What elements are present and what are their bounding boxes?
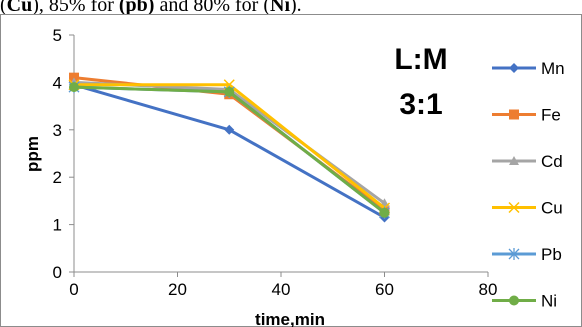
x-tick-label: 40 [272,280,291,299]
series-pb [68,81,390,219]
legend-marker-mn [509,63,519,73]
data-point-mn [224,124,235,135]
x-axis-title: time,min [255,310,325,327]
text-part-3: and 80% for ( [154,0,270,16]
x-tick-label: 80 [479,280,498,299]
legend-marker-ni [509,295,519,306]
y-tick-label: 5 [53,26,62,45]
legend-item-cu: Cu [492,199,563,218]
y-tick-label: 0 [53,263,62,282]
legend-label-mn: Mn [541,59,565,78]
legend-marker-pb [508,248,520,260]
legend-label-cu: Cu [541,199,563,218]
y-tick-label: 1 [53,216,62,235]
series-layer [68,72,391,223]
legend-marker-cu-stroke-b [508,201,520,214]
series-ni [69,82,390,218]
series-line-pb [73,85,386,214]
clipped-body-text: (Cu), 85% for (pb) and 80% for (Ni). [0,0,582,16]
text-bold-cu: Cu [6,0,33,16]
annotation-line-1: L:M [394,43,447,76]
text-part-1: ( [0,0,7,16]
legend-item-fe: Fe [492,106,561,125]
text-part-2: ), 85% for [32,0,119,16]
series-line-cd [73,80,386,205]
legend-item-cd: Cd [492,152,563,171]
x-tick-label: 0 [69,280,78,299]
data-point-ni [379,207,390,218]
y-axis-title: ppm [23,136,42,172]
text-bold-ni: Ni [270,0,290,16]
series-line-ni [73,85,386,214]
legend-item-mn: Mn [492,59,565,78]
y-tick-label: 2 [53,168,62,187]
legend-label-fe: Fe [541,106,561,125]
data-point-ni [224,86,235,97]
legend-marker-cd [509,156,519,165]
chart-annotation: L:M 3:1 [394,43,447,121]
chart-legend: Mn Fe Cd Cu Pb Ni [492,59,565,311]
y-tick-label: 4 [53,73,62,92]
y-tick-label: 3 [53,121,62,140]
legend-marker-fe [509,109,519,120]
x-tick-label: 60 [375,280,394,299]
legend-item-ni: Ni [492,292,557,311]
text-bold-pb: (pb) [118,0,155,16]
x-tick-label: 20 [168,280,187,299]
data-point-ni [69,82,79,93]
series-mn [69,79,390,223]
text-part-4: ). [290,0,302,16]
legend-label-ni: Ni [541,292,557,311]
legend-label-pb: Pb [541,245,562,264]
legend-label-cd: Cd [541,152,563,171]
series-line-mn [73,83,386,219]
annotation-line-2: 3:1 [399,88,442,121]
legend-marker-cu [508,201,520,214]
legend-item-pb: Pb [492,245,562,264]
